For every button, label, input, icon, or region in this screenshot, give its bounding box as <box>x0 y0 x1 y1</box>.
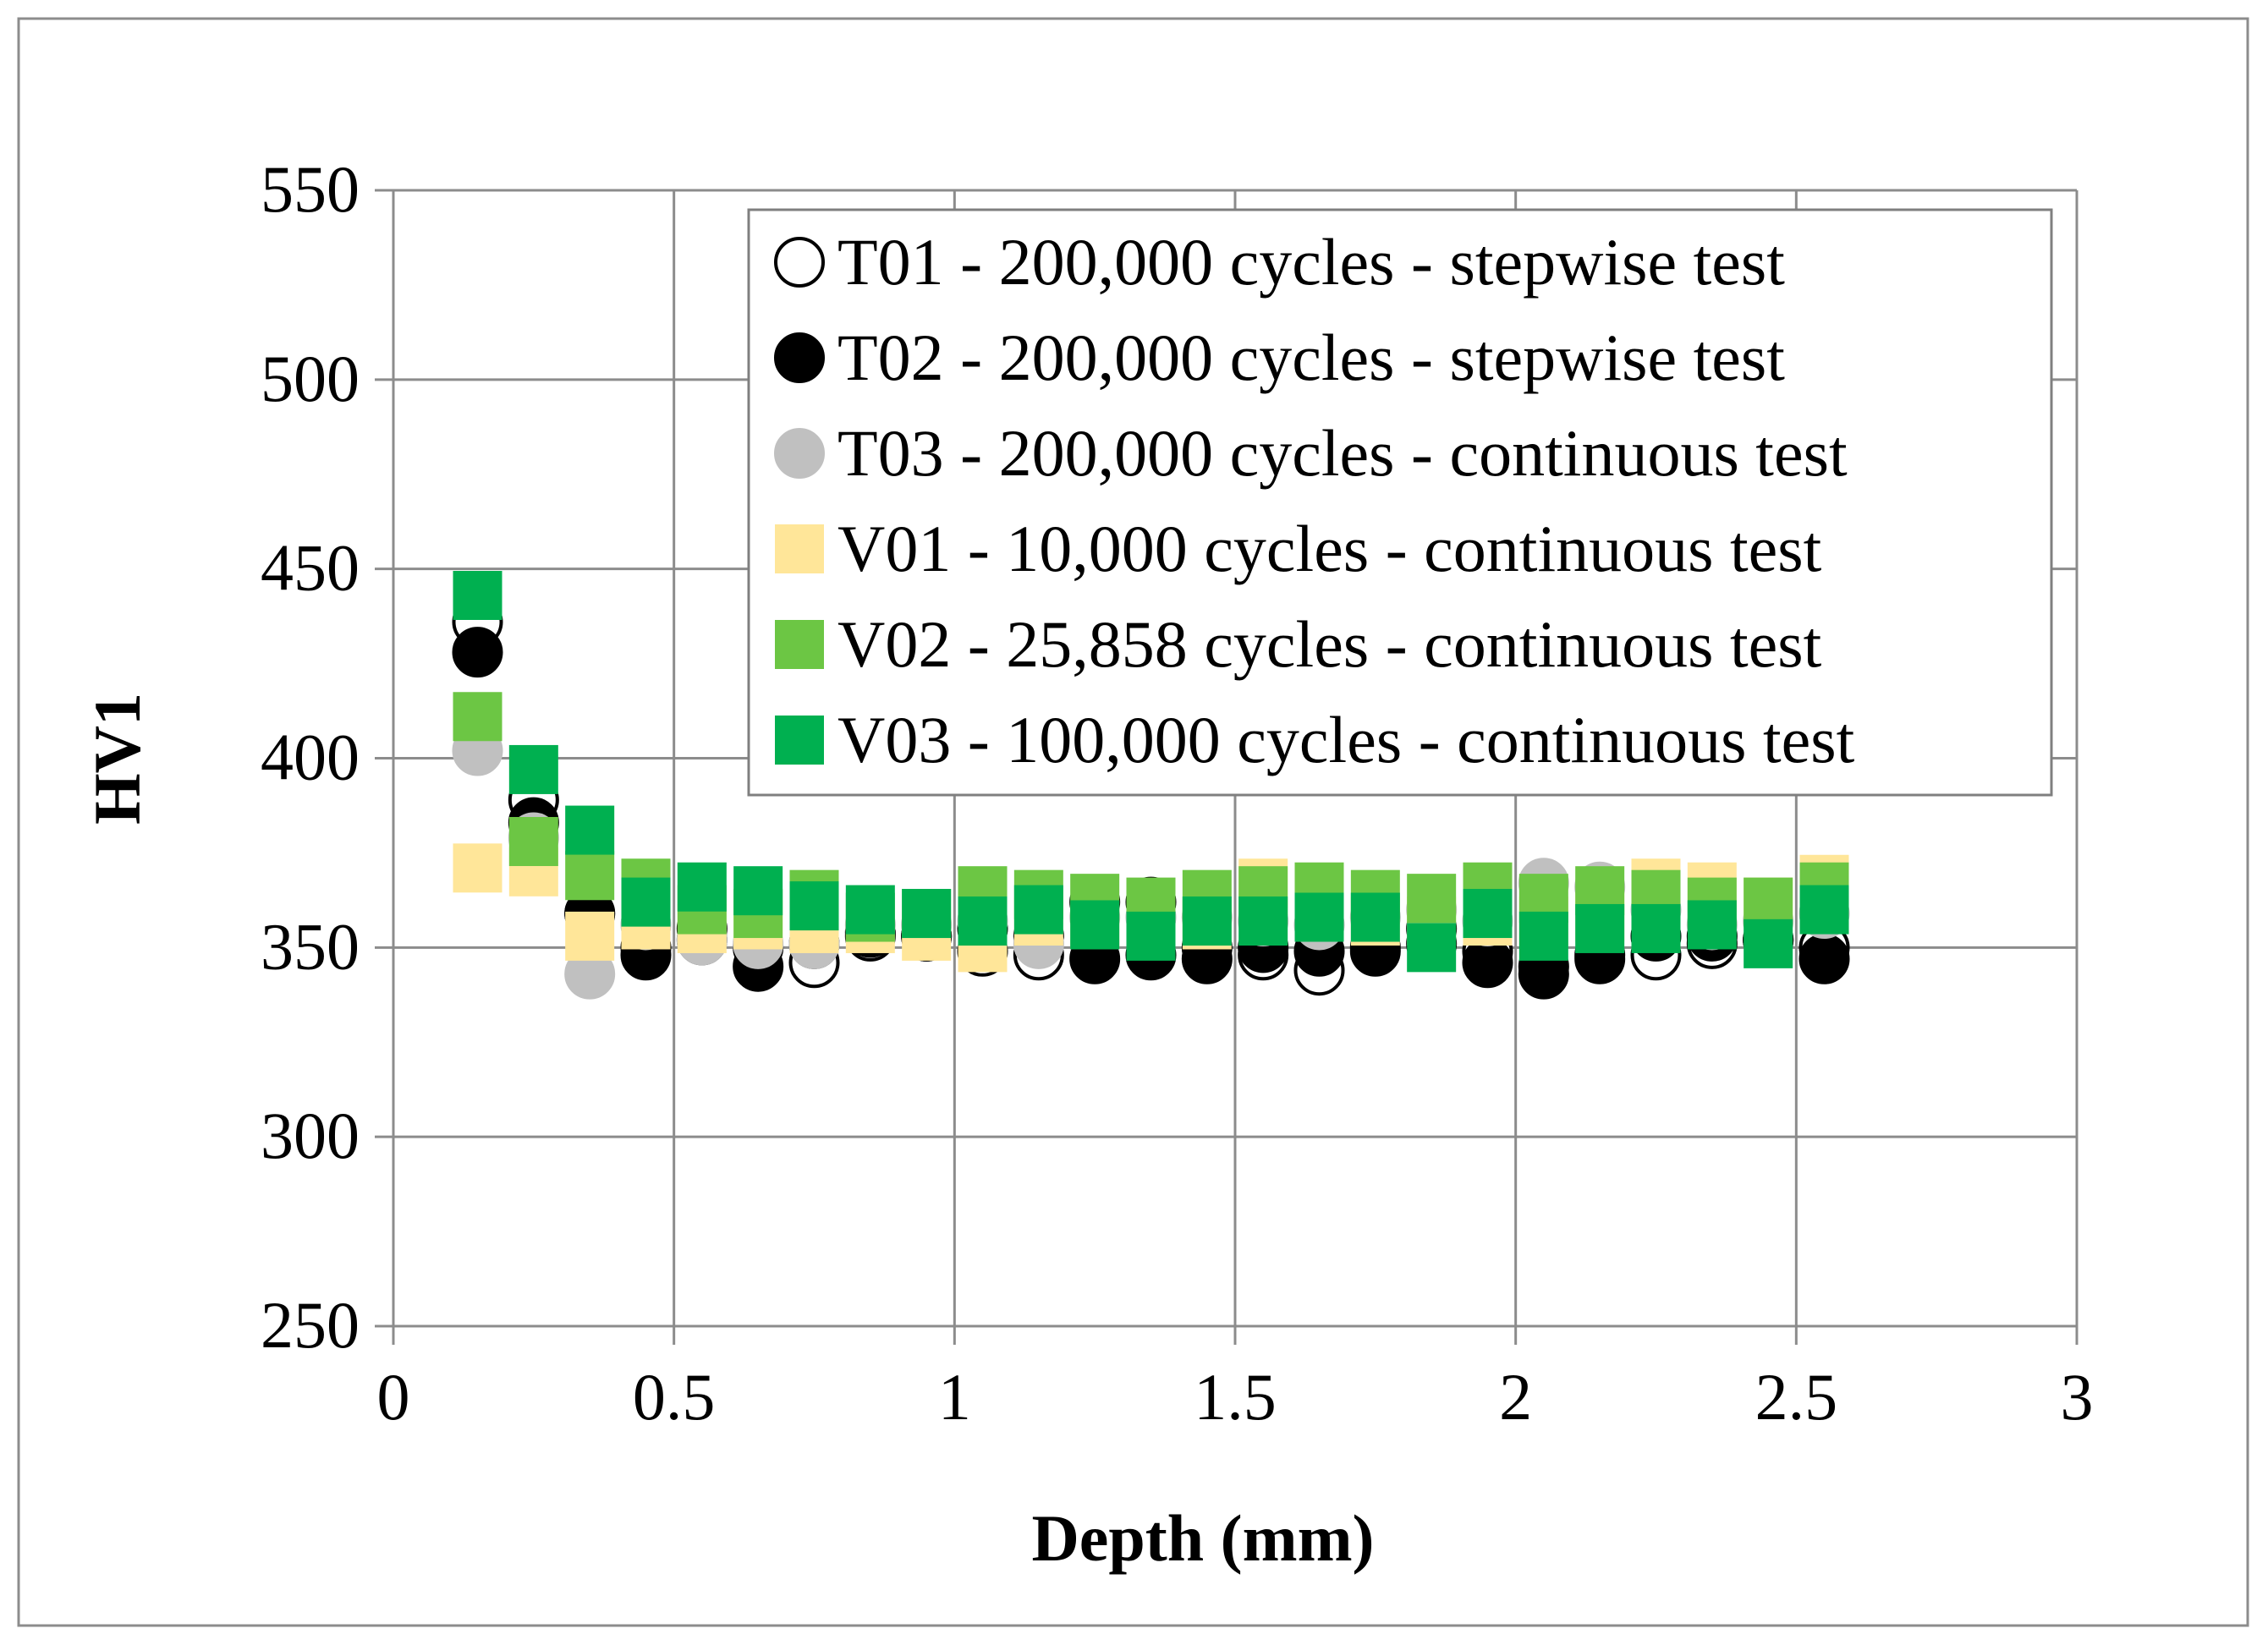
legend-marker <box>774 332 825 383</box>
legend-label: T01 - 200,000 cycles - stepwise test <box>837 225 1785 299</box>
data-point <box>733 866 783 916</box>
legend-items: T01 - 200,000 cycles - stepwise test T02 … <box>774 225 1855 776</box>
data-point <box>1070 900 1120 950</box>
data-point <box>453 571 502 621</box>
x-tick-label: 1.5 <box>1194 1360 1277 1434</box>
y-tick-label: 500 <box>261 342 360 415</box>
tick-labels: 250 300 350 400 450 500 550 0 0.5 1 1.5 2 2.5 3 <box>261 152 2094 1434</box>
data-point <box>1575 903 1625 953</box>
data-point <box>453 843 502 893</box>
legend-label: T02 - 200,000 cycles - stepwise test <box>837 321 1785 394</box>
data-point <box>1350 892 1400 942</box>
x-tick-label: 0.5 <box>633 1360 716 1434</box>
legend-entry: V02 - 25,858 cycles - continuous test <box>775 607 1822 681</box>
data-point <box>1407 923 1457 973</box>
legend-entry: T03 - 200,000 cycles - continuous test <box>774 416 1848 490</box>
legend-label: V03 - 100,000 cycles - continuous test <box>837 703 1855 776</box>
x-tick-label: 2.5 <box>1755 1360 1838 1434</box>
data-point <box>1799 885 1849 935</box>
data-point <box>958 896 1008 946</box>
y-tick-label: 550 <box>261 152 360 226</box>
x-axis-title: Depth (mm) <box>1031 1501 1374 1575</box>
legend-entry: V03 - 100,000 cycles - continuous test <box>775 703 1855 776</box>
y-tick-label: 400 <box>261 721 360 794</box>
y-tick-label: 350 <box>261 909 360 983</box>
y-tick-label: 300 <box>261 1099 360 1172</box>
legend-marker <box>774 428 825 479</box>
data-point <box>452 627 503 678</box>
data-marks <box>452 571 1850 1000</box>
data-point <box>621 877 671 927</box>
x-tick-label: 1 <box>938 1360 971 1434</box>
x-tick-label: 2 <box>1499 1360 1532 1434</box>
legend-marker <box>774 237 825 288</box>
data-point <box>902 889 952 939</box>
y-axis-title: HV1 <box>80 693 154 825</box>
legend-label: T03 - 200,000 cycles - continuous test <box>837 416 1848 490</box>
data-point <box>1126 911 1176 961</box>
legend-label: V02 - 25,858 cycles - continuous test <box>837 607 1822 681</box>
data-point <box>1518 911 1568 961</box>
data-point <box>1182 896 1232 946</box>
data-point <box>565 805 615 855</box>
legend-entry: T02 - 200,000 cycles - stepwise test <box>774 321 1785 394</box>
legend-marker <box>775 620 824 669</box>
legend-label: V01 - 10,000 cycles - continuous test <box>837 512 1822 585</box>
data-point <box>789 881 839 931</box>
legend-marker <box>775 716 824 765</box>
legend-box <box>747 208 2053 797</box>
data-point <box>565 911 615 961</box>
data-point <box>1013 885 1063 935</box>
series-6 <box>453 571 1849 973</box>
data-point <box>1294 892 1344 942</box>
data-point <box>1744 877 1793 927</box>
legend-marker <box>775 524 824 573</box>
y-tick-label: 450 <box>261 531 360 605</box>
legend-entry: V01 - 10,000 cycles - continuous test <box>775 512 1822 585</box>
data-point <box>453 692 502 742</box>
data-point <box>565 851 615 901</box>
data-point <box>677 862 727 912</box>
data-point <box>1631 903 1681 953</box>
x-tick-label: 0 <box>377 1360 410 1434</box>
x-tick-label: 3 <box>2061 1360 2094 1434</box>
legend: T01 - 200,000 cycles - stepwise test T02 … <box>747 208 2053 797</box>
data-point <box>845 885 895 935</box>
data-point <box>1798 933 1850 984</box>
data-point <box>508 816 558 866</box>
data-point <box>508 744 558 794</box>
data-point <box>1238 896 1288 946</box>
data-point <box>1463 889 1513 939</box>
data-point <box>1687 900 1737 950</box>
data-point <box>1407 874 1457 924</box>
y-tick-label: 250 <box>261 1288 360 1362</box>
data-point <box>1744 918 1793 968</box>
legend-entry: T01 - 200,000 cycles - stepwise test <box>774 225 1785 299</box>
